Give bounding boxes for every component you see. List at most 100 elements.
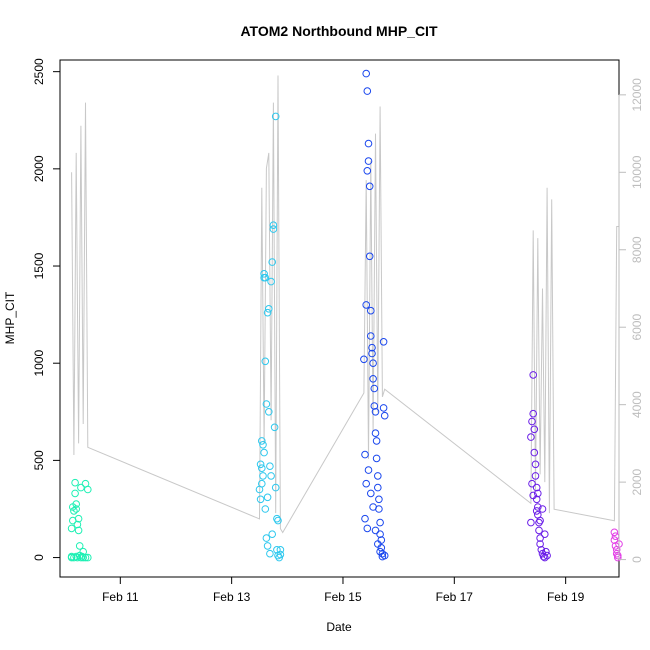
data-point (267, 472, 275, 480)
data-point (259, 441, 267, 449)
y-tick-label: 2000 (32, 155, 46, 182)
data-point (75, 551, 84, 560)
data-point (72, 552, 80, 561)
data-point (67, 524, 76, 533)
data-point (363, 87, 372, 95)
data-point (261, 357, 270, 366)
data-point (536, 516, 544, 525)
data-point (256, 495, 265, 504)
data-point (276, 550, 285, 559)
data-point (256, 460, 265, 469)
data-point (376, 547, 384, 556)
data-point (367, 306, 375, 315)
chart-title: ATOM2 Northbound MHP_CIT (240, 23, 437, 39)
data-point (614, 553, 622, 562)
data-point (77, 483, 85, 492)
data-point (369, 359, 377, 368)
data-point (84, 553, 92, 562)
data-point (529, 409, 538, 418)
data-point (72, 500, 80, 508)
data-point (367, 332, 375, 340)
data-point (372, 437, 381, 445)
y2-tick-label: 6000 (630, 314, 644, 341)
data-point (536, 540, 544, 548)
data-point (270, 423, 279, 432)
data-point (376, 518, 384, 527)
series-1 (67, 478, 92, 562)
data-point (72, 505, 80, 513)
data-point (73, 520, 82, 529)
data-point (611, 532, 620, 541)
data-point (374, 483, 382, 492)
data-point (263, 493, 272, 502)
x-tick-label: Feb 19 (547, 590, 585, 604)
data-point (265, 408, 273, 416)
data-point (84, 485, 92, 494)
data-point (363, 524, 372, 533)
y-tick-label: 1000 (32, 350, 46, 377)
y-axis-right: 0 2000 4000 6000 8000 10000 12000 (618, 78, 644, 563)
data-point (365, 182, 374, 191)
data-point (273, 546, 281, 554)
data-point (361, 514, 369, 523)
data-point (265, 305, 273, 313)
data-point (268, 258, 277, 266)
data-point (367, 489, 375, 498)
y2-tick-label: 8000 (630, 236, 644, 263)
data-point (365, 252, 374, 261)
data-point (73, 553, 82, 562)
secondary-series-line (71, 75, 619, 534)
data-point (612, 549, 621, 558)
data-point (269, 225, 278, 233)
data-point (273, 514, 281, 523)
y-axis-label: MHP_CIT (3, 291, 17, 344)
data-point (529, 491, 538, 500)
data-point (74, 526, 83, 535)
data-point (542, 547, 550, 556)
data-point (378, 549, 387, 558)
x-axis-label: Date (326, 620, 352, 634)
data-point (534, 489, 542, 498)
series-2 (255, 112, 285, 562)
y-axis-left: 0 500 1000 1500 2000 2500 (32, 58, 61, 561)
data-point (379, 338, 388, 346)
points-layer (67, 69, 623, 562)
data-point (368, 343, 376, 352)
x-tick-label: Feb 13 (213, 590, 251, 604)
data-point (527, 433, 535, 441)
y2-tick-label: 10000 (630, 155, 644, 189)
data-point (74, 514, 83, 523)
data-point (271, 112, 280, 121)
data-point (374, 472, 382, 480)
data-point (529, 371, 538, 379)
data-point (71, 489, 79, 498)
data-point (75, 542, 84, 550)
data-point (371, 429, 380, 438)
x-tick-label: Feb 11 (102, 590, 139, 604)
data-point (375, 495, 383, 504)
data-point (530, 448, 539, 457)
data-point (363, 167, 372, 175)
data-point (71, 478, 79, 487)
data-point (528, 417, 536, 426)
data-point (614, 551, 622, 560)
series-4 (527, 371, 551, 562)
data-point (276, 546, 285, 554)
data-point (534, 503, 542, 511)
data-point (258, 464, 266, 473)
y-tick-label: 1500 (32, 252, 46, 279)
data-point (258, 437, 266, 445)
data-point (260, 448, 268, 457)
data-point (266, 549, 274, 558)
data-point (269, 221, 278, 229)
secondary-line-layer (71, 75, 619, 534)
data-point (528, 479, 536, 488)
data-point (263, 542, 272, 550)
data-point (532, 483, 541, 492)
x-axis: Feb 11 Feb 13 Feb 15 Feb 17 Feb 19 (102, 576, 585, 604)
data-point (266, 462, 274, 471)
data-point (531, 472, 540, 480)
data-point (610, 536, 619, 544)
series-5 (610, 528, 623, 562)
data-point (531, 460, 540, 469)
